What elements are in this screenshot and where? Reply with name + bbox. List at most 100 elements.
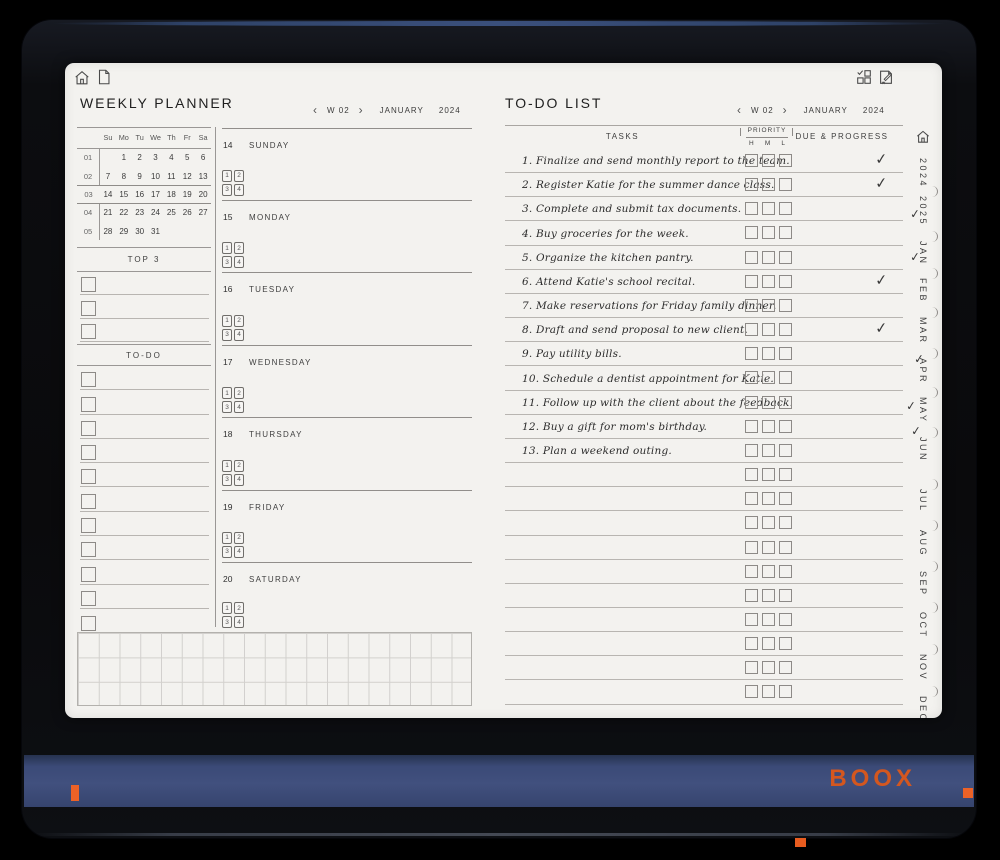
task-row[interactable]	[505, 608, 903, 633]
priority-checkbox-h[interactable]	[745, 154, 758, 167]
checklist-row[interactable]	[80, 366, 209, 391]
priority-checkbox-l[interactable]	[779, 226, 792, 240]
priority-checkbox-m[interactable]	[762, 492, 775, 506]
calendar-day-cell[interactable]: 26	[182, 208, 192, 218]
checkbox[interactable]	[81, 396, 96, 412]
tab-sep[interactable]: SEP	[918, 571, 928, 597]
calendar-day-cell[interactable]: 29	[119, 226, 129, 236]
page-link-icon-2[interactable]: 2	[234, 459, 244, 472]
checklist-row[interactable]	[80, 512, 209, 537]
task-row[interactable]	[505, 463, 903, 488]
year-label[interactable]: 2024	[862, 105, 885, 115]
page-link-icon-2[interactable]: 2	[234, 531, 244, 544]
priority-checkbox-h[interactable]	[745, 419, 758, 433]
tab-feb[interactable]: FEB	[918, 278, 928, 304]
priority-checkbox-l[interactable]	[779, 323, 792, 337]
task-row[interactable]: 6. Attend Katie's school recital. ✓	[505, 270, 903, 294]
page-link-icon-1[interactable]: 1	[222, 242, 232, 255]
checklist-row[interactable]	[80, 390, 209, 415]
select-items-icon[interactable]	[855, 68, 873, 86]
checklist-row[interactable]	[80, 319, 209, 343]
priority-checkbox-h[interactable]	[745, 323, 758, 337]
tab-dec[interactable]: DEC	[918, 696, 928, 718]
priority-checkbox-l[interactable]	[779, 250, 792, 264]
tab-2024[interactable]: 2024	[918, 158, 928, 189]
checkbox[interactable]	[81, 445, 96, 461]
priority-checkbox-l[interactable]	[779, 274, 792, 288]
calendar-day-cell[interactable]: 16	[135, 189, 145, 199]
checkbox[interactable]	[81, 616, 96, 632]
priority-checkbox-l[interactable]	[779, 347, 792, 361]
checkbox[interactable]	[81, 518, 96, 534]
calendar-day-cell[interactable]: 8	[121, 171, 127, 181]
task-row[interactable]: 5. Organize the kitchen pantry.	[505, 246, 903, 270]
priority-checkbox-m[interactable]	[762, 661, 775, 675]
task-row[interactable]: 2. Register Katie for the summer dance c…	[505, 173, 903, 198]
tab-nov[interactable]: NOV	[918, 654, 928, 682]
priority-checkbox-h[interactable]	[745, 371, 758, 385]
priority-checkbox-m[interactable]	[762, 250, 775, 264]
priority-checkbox-m[interactable]	[762, 323, 775, 337]
new-page-icon[interactable]	[95, 68, 113, 86]
task-row[interactable]: 12. Buy a gift for mom's birthday.	[505, 415, 903, 439]
task-row[interactable]: 8. Draft and send proposal to new client…	[505, 318, 903, 343]
priority-checkbox-l[interactable]	[779, 612, 792, 626]
task-row[interactable]	[505, 680, 903, 705]
priority-checkbox-l[interactable]	[779, 492, 792, 506]
priority-checkbox-m[interactable]	[762, 443, 775, 457]
checkbox[interactable]	[81, 300, 96, 316]
calendar-day-cell[interactable]: 2	[137, 153, 142, 163]
priority-checkbox-m[interactable]	[762, 612, 775, 626]
page-link-icon-3[interactable]: 3	[222, 545, 232, 558]
notes-grid[interactable]	[77, 632, 472, 706]
checklist-row[interactable]	[80, 272, 209, 296]
page-link-icon-1[interactable]: 1	[222, 531, 232, 544]
calendar-week-number[interactable]: 01	[77, 148, 100, 167]
priority-checkbox-h[interactable]	[745, 178, 758, 192]
priority-checkbox-h[interactable]	[745, 250, 758, 264]
page-link-icon-3[interactable]: 3	[222, 473, 232, 486]
priority-checkbox-h[interactable]	[745, 685, 758, 699]
calendar-day-cell[interactable]: 17	[151, 189, 160, 199]
calendar-day-cell[interactable]: 9	[137, 171, 142, 181]
priority-checkbox-l[interactable]	[779, 298, 792, 312]
write-note-icon[interactable]	[877, 68, 895, 86]
checkbox[interactable]	[81, 277, 96, 293]
page-link-icon-4[interactable]: 4	[234, 473, 244, 486]
priority-checkbox-m[interactable]	[762, 637, 775, 651]
checklist-row[interactable]	[80, 487, 209, 512]
task-row[interactable]: 11. Follow up with the client about the …	[505, 391, 903, 415]
page-link-icon-4[interactable]: 4	[234, 616, 244, 628]
tab-may[interactable]: MAY	[918, 397, 928, 424]
calendar-day-cell[interactable]: 19	[182, 189, 192, 199]
priority-checkbox-m[interactable]	[762, 468, 775, 482]
priority-checkbox-m[interactable]	[762, 202, 775, 216]
priority-checkbox-l[interactable]	[779, 395, 792, 409]
page-link-icon-2[interactable]: 2	[234, 314, 244, 327]
checklist-row[interactable]	[80, 560, 209, 585]
week-label[interactable]: W 02	[751, 105, 774, 115]
checklist-row[interactable]	[80, 463, 209, 488]
task-row[interactable]	[505, 656, 903, 681]
calendar-day-cell[interactable]: 4	[169, 153, 174, 163]
tab-aug[interactable]: AUG	[918, 530, 928, 558]
page-link-icon-4[interactable]: 4	[234, 328, 244, 341]
calendar-day-cell[interactable]: 6	[200, 153, 206, 163]
next-week-icon[interactable]: ›	[782, 103, 788, 117]
priority-checkbox-h[interactable]	[745, 492, 758, 506]
calendar-week-number[interactable]: 03	[84, 189, 93, 199]
priority-checkbox-m[interactable]	[762, 564, 775, 578]
priority-checkbox-l[interactable]	[779, 685, 792, 699]
priority-checkbox-l[interactable]	[779, 468, 792, 482]
priority-checkbox-h[interactable]	[745, 202, 758, 216]
calendar-day-cell[interactable]: 22	[119, 208, 129, 218]
next-week-icon[interactable]: ›	[358, 103, 364, 117]
page-link-icon-1[interactable]: 1	[222, 387, 232, 400]
calendar-day-cell[interactable]: 24	[151, 208, 160, 218]
page-link-icon-3[interactable]: 3	[222, 328, 232, 341]
priority-checkbox-h[interactable]	[745, 443, 758, 457]
calendar-day-cell[interactable]: 3	[153, 153, 158, 163]
checklist-row[interactable]	[80, 536, 209, 561]
priority-checkbox-h[interactable]	[745, 226, 758, 240]
checklist-row[interactable]	[80, 439, 209, 464]
